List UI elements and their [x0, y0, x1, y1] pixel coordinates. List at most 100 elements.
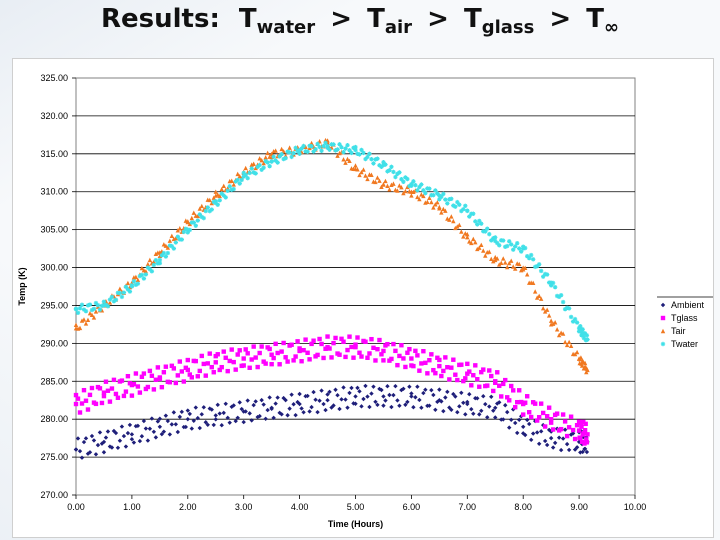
- series-ambient-fill-point: [245, 398, 250, 403]
- series-ambient-fill-point: [534, 430, 540, 435]
- series-tglass-point: [157, 375, 163, 380]
- series-twater-fill-point: [255, 164, 260, 169]
- series-twater-fill-point: [552, 285, 558, 290]
- series-ambient-fill-point: [491, 408, 496, 413]
- series-tair-fill-point: [546, 313, 552, 318]
- series-twater-fill-point: [393, 174, 398, 180]
- x-tick-label: 3.00: [235, 502, 253, 512]
- series-ambient-fill-point: [339, 397, 344, 402]
- series-tair-fill-point: [221, 183, 226, 189]
- series-tair-fill-point: [479, 242, 484, 248]
- series-tair-fill-point: [279, 146, 284, 152]
- series-ambient-fill-point: [91, 438, 97, 443]
- series-tair-point: [521, 265, 526, 270]
- series-twater-fill-point: [247, 170, 252, 176]
- series-tair-fill-point: [532, 289, 538, 294]
- series-tglass-point: [409, 356, 414, 361]
- series-tglass-fill-point: [103, 379, 109, 384]
- series-tglass-fill-point: [554, 411, 560, 416]
- series-ambient-fill-point: [95, 442, 101, 448]
- series-twater-fill-point: [339, 145, 344, 150]
- title-operator: >: [549, 4, 572, 34]
- series-ambient-fill-point: [275, 395, 280, 400]
- series-ambient-fill-point: [135, 423, 141, 429]
- series-twater-fill-point: [137, 273, 143, 279]
- series-tair-fill-point: [343, 160, 348, 165]
- series-twater-fill-point: [239, 177, 244, 183]
- series-tglass-fill-point: [351, 355, 356, 360]
- series-twater-fill-point: [548, 283, 554, 288]
- series-tair-fill-point: [107, 300, 113, 305]
- legend-marker-twater: [660, 341, 666, 347]
- series-ambient-fill-point: [323, 407, 328, 413]
- series-tair-fill-point: [261, 160, 266, 166]
- series-ambient-fill-point: [153, 435, 159, 440]
- series-ambient-fill-point: [237, 400, 242, 405]
- series-twater-fill-point: [267, 164, 272, 169]
- series-tair-point: [157, 250, 163, 255]
- series-tair-fill-point: [253, 165, 258, 171]
- series-tair-fill-point: [497, 262, 502, 267]
- series-ambient-fill-point: [195, 415, 200, 421]
- series-ambient-fill-point: [173, 422, 179, 427]
- series-tair-fill-point: [447, 217, 452, 222]
- series-tair-fill-point: [566, 339, 572, 345]
- series-tair-fill-point: [409, 193, 414, 198]
- series-twater-fill-point: [141, 276, 147, 281]
- series-tglass-fill-point: [115, 395, 121, 400]
- series-twater-fill-point: [349, 150, 354, 156]
- series-tglass-fill-point: [497, 383, 502, 388]
- series-tair-fill-point: [169, 233, 175, 239]
- series-tglass-fill-point: [485, 383, 490, 388]
- series-ambient-point: [129, 432, 135, 437]
- series-ambient-fill-point: [125, 430, 131, 436]
- series-ambient-point: [325, 398, 330, 403]
- series-tair-fill-point: [191, 210, 196, 215]
- series-twater-fill-point: [91, 306, 97, 311]
- series-ambient-fill-point: [341, 385, 346, 390]
- series-twater-fill-point: [534, 263, 540, 269]
- series-ambient-fill-point: [469, 406, 474, 412]
- series-tglass-fill-point: [509, 383, 514, 389]
- series-tglass-fill-point: [109, 386, 115, 391]
- series-ambient-fill-point: [461, 400, 466, 405]
- series-twater-fill-point: [219, 191, 224, 196]
- series-tglass-fill-point: [395, 362, 400, 368]
- y-tick-label: 300.00: [40, 263, 68, 273]
- series-twater-fill-point: [231, 186, 236, 192]
- series-tair-fill-point: [568, 343, 574, 349]
- series-ambient-point: [437, 398, 442, 403]
- series-ambient-fill-point: [477, 412, 482, 417]
- series-ambient-fill-point: [483, 401, 488, 407]
- series-ambient-fill-point: [167, 432, 173, 437]
- series-twater-fill-point: [275, 160, 280, 165]
- series-twater-fill-point: [133, 282, 139, 288]
- series-tair-fill-point: [335, 153, 340, 158]
- series-tglass-fill-point: [411, 363, 416, 369]
- series-tglass-fill-point: [425, 371, 430, 376]
- series-tglass-point: [576, 428, 582, 433]
- series-tglass-fill-point: [413, 348, 418, 354]
- series-tglass-fill-point: [141, 371, 147, 376]
- series-tglass-point: [213, 360, 218, 365]
- series-twater-fill-point: [578, 324, 583, 329]
- series-ambient-point: [297, 401, 302, 407]
- series-tglass-fill-point: [581, 419, 586, 425]
- series-tair-point: [353, 166, 358, 172]
- series-tglass-fill-point: [89, 385, 95, 391]
- series-tglass-fill-point: [499, 394, 504, 399]
- series-ambient-fill-point: [403, 402, 408, 407]
- series-ambient-fill-point: [467, 392, 472, 397]
- series-twater-fill-point: [109, 294, 115, 300]
- series-ambient-fill-point: [509, 417, 514, 422]
- series-tglass-fill-point: [251, 344, 256, 349]
- series-tglass-fill-point: [339, 336, 344, 342]
- series-twater-fill-point: [343, 146, 348, 151]
- series-twater-fill-point: [161, 250, 167, 256]
- series-tglass-fill-point: [245, 351, 250, 356]
- series-twater-fill-point: [185, 230, 190, 235]
- series-tglass-fill-point: [471, 373, 476, 378]
- series-tair-fill-point: [139, 265, 145, 271]
- series-twater-fill-point: [169, 243, 175, 249]
- series-tair-fill-point: [459, 229, 464, 234]
